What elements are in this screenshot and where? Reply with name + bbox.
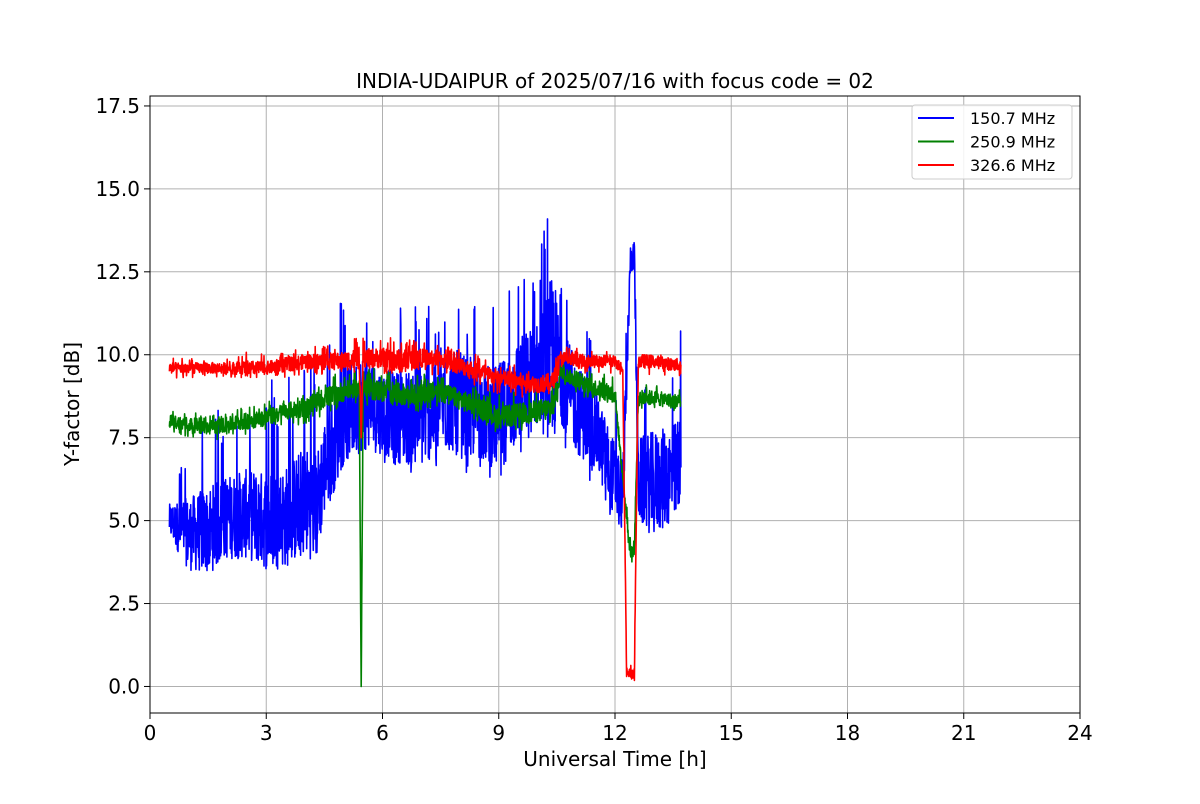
plot-area [169, 219, 681, 687]
y-tick-label: 10.0 [95, 343, 140, 367]
x-tick-label: 18 [835, 721, 860, 745]
y-tick-label: 2.5 [108, 592, 140, 616]
chart-title: INDIA-UDAIPUR of 2025/07/16 with focus c… [356, 69, 874, 93]
x-tick-label: 6 [376, 721, 389, 745]
y-axis-label: Y-factor [dB] [60, 342, 84, 467]
x-tick-label: 12 [602, 721, 627, 745]
x-tick-label: 24 [1067, 721, 1092, 745]
y-tick-label: 7.5 [108, 426, 140, 450]
legend-label: 326.6 MHz [970, 156, 1055, 175]
y-tick-label: 5.0 [108, 509, 140, 533]
y-tick-label: 17.5 [95, 94, 140, 118]
x-tick-label: 0 [144, 721, 157, 745]
legend-label: 250.9 MHz [970, 133, 1055, 152]
y-tick-label: 12.5 [95, 260, 140, 284]
legend: 150.7 MHz 250.9 MHz 326.6 MHz [912, 105, 1072, 179]
x-tick-label: 3 [260, 721, 273, 745]
x-tick-label: 9 [492, 721, 505, 745]
x-axis-label: Universal Time [h] [523, 747, 706, 771]
series-layer [169, 219, 681, 687]
x-tick-label: 15 [719, 721, 744, 745]
y-tick-label: 15.0 [95, 177, 140, 201]
x-tick-label: 21 [951, 721, 976, 745]
y-tick-label: 0.0 [108, 674, 140, 698]
legend-label: 150.7 MHz [970, 109, 1055, 128]
